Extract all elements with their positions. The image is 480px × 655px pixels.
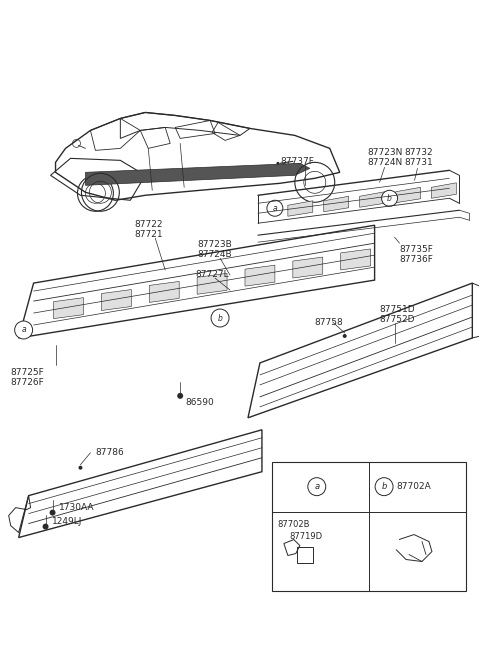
Text: a: a (21, 326, 26, 335)
Text: 87702B: 87702B (277, 519, 310, 529)
Circle shape (49, 510, 56, 515)
Text: 1730AA: 1730AA (59, 503, 94, 512)
Text: 87732: 87732 (405, 149, 433, 157)
Text: 87721: 87721 (134, 230, 163, 239)
Circle shape (375, 477, 393, 496)
Text: 87736F: 87736F (399, 255, 433, 264)
Text: 87786: 87786 (96, 448, 124, 457)
Polygon shape (432, 183, 456, 198)
Polygon shape (85, 163, 310, 185)
Text: 87724B: 87724B (198, 250, 232, 259)
Text: 1249LJ: 1249LJ (51, 517, 82, 526)
Polygon shape (197, 273, 227, 294)
Bar (272, 462, 467, 591)
Polygon shape (324, 196, 348, 212)
Text: 86590: 86590 (185, 398, 214, 407)
Text: 87737F: 87737F (280, 157, 314, 166)
Text: 87723N: 87723N (368, 149, 403, 157)
Polygon shape (288, 201, 313, 216)
Text: 87731: 87731 (405, 159, 433, 168)
Text: 87702A: 87702A (396, 481, 431, 491)
Polygon shape (360, 192, 384, 207)
Text: 87719D: 87719D (290, 532, 323, 540)
Circle shape (267, 200, 283, 216)
Text: 87724N: 87724N (368, 159, 403, 168)
Text: a: a (314, 482, 319, 491)
Text: b: b (387, 194, 392, 203)
Polygon shape (245, 265, 275, 286)
Circle shape (276, 162, 279, 165)
Circle shape (43, 523, 48, 530)
Text: 87752D: 87752D (380, 315, 415, 324)
Circle shape (343, 334, 347, 338)
Circle shape (211, 309, 229, 327)
Text: 87735F: 87735F (399, 245, 433, 254)
Text: 87751D: 87751D (380, 305, 415, 314)
Bar (297, 546, 313, 563)
Text: 87722: 87722 (134, 220, 163, 229)
Text: b: b (217, 314, 223, 322)
Polygon shape (396, 187, 420, 203)
Polygon shape (149, 282, 179, 303)
Circle shape (308, 477, 326, 496)
Circle shape (177, 393, 183, 399)
Text: 87723B: 87723B (198, 240, 232, 249)
Polygon shape (54, 297, 84, 318)
Text: b: b (382, 482, 387, 491)
Polygon shape (101, 290, 132, 310)
Text: 87725F: 87725F (11, 368, 45, 377)
Circle shape (382, 191, 397, 206)
Polygon shape (293, 257, 323, 278)
Text: 87758: 87758 (315, 318, 344, 327)
Circle shape (78, 466, 83, 470)
Text: a: a (273, 204, 277, 213)
Circle shape (15, 321, 33, 339)
Text: 87726F: 87726F (11, 378, 45, 387)
Text: 87727L: 87727L (195, 270, 229, 279)
Polygon shape (341, 249, 371, 270)
